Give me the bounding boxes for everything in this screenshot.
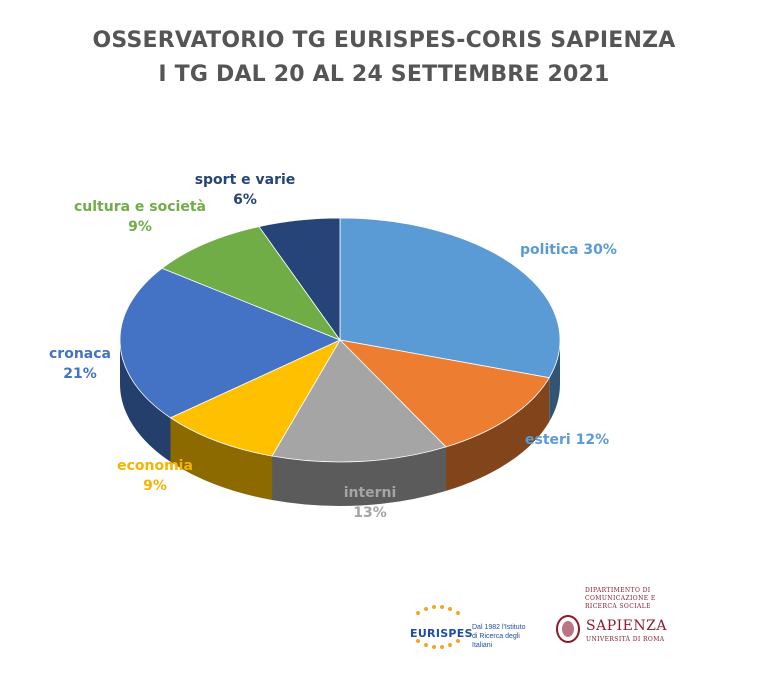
logos-area: EURISPES Dal 1982 l'Istituto di Ricerca … — [0, 585, 768, 675]
slice-politica — [339, 217, 561, 379]
slice-side-economia — [170, 417, 273, 501]
label-esteri: esteri 12% — [525, 432, 610, 448]
sapienza-dept: Dipartimento di Comunicazione e Ricerca … — [585, 587, 656, 610]
slice-esteri — [338, 339, 550, 448]
slice-sport-e-varie — [258, 217, 341, 342]
chart-title-line2: I TG DAL 20 AL 24 SETTEMBRE 2021 — [158, 62, 610, 87]
chart-title-line1: OSSERVATORIO TG EURISPES-CORIS SAPIENZA — [92, 28, 676, 53]
sapienza-sub: Università di Roma — [586, 636, 665, 643]
label-cultura: cultura e società 9% — [73, 199, 206, 235]
slice-side-cronaca — [119, 340, 171, 462]
label-economia: economia 9% — [117, 458, 193, 494]
eurispes-stars-icon — [416, 605, 460, 649]
sapienza-name: SAPIENZA — [586, 618, 667, 634]
slice-interni — [271, 339, 447, 463]
label-politica: politica 30% — [520, 242, 617, 258]
slice-economia — [169, 339, 341, 457]
eurispes-tagline: Dal 1982 l'Istituto di Ricerca degli Ita… — [472, 624, 526, 649]
slice-cronaca — [119, 267, 342, 419]
eurispes-name: EURISPES — [410, 627, 473, 640]
slice-cultura-e-società — [161, 226, 342, 341]
label-sport: sport e varie 6% — [194, 172, 296, 208]
label-interni: interni 13% — [343, 485, 397, 521]
label-cronaca: cronaca 21% — [49, 346, 111, 382]
sapienza-seal-icon — [556, 615, 580, 643]
slice-side-esteri — [445, 377, 550, 491]
eurispes-logo: EURISPES Dal 1982 l'Istituto di Ricerca … — [410, 605, 530, 667]
slice-side-interni — [272, 446, 446, 506]
